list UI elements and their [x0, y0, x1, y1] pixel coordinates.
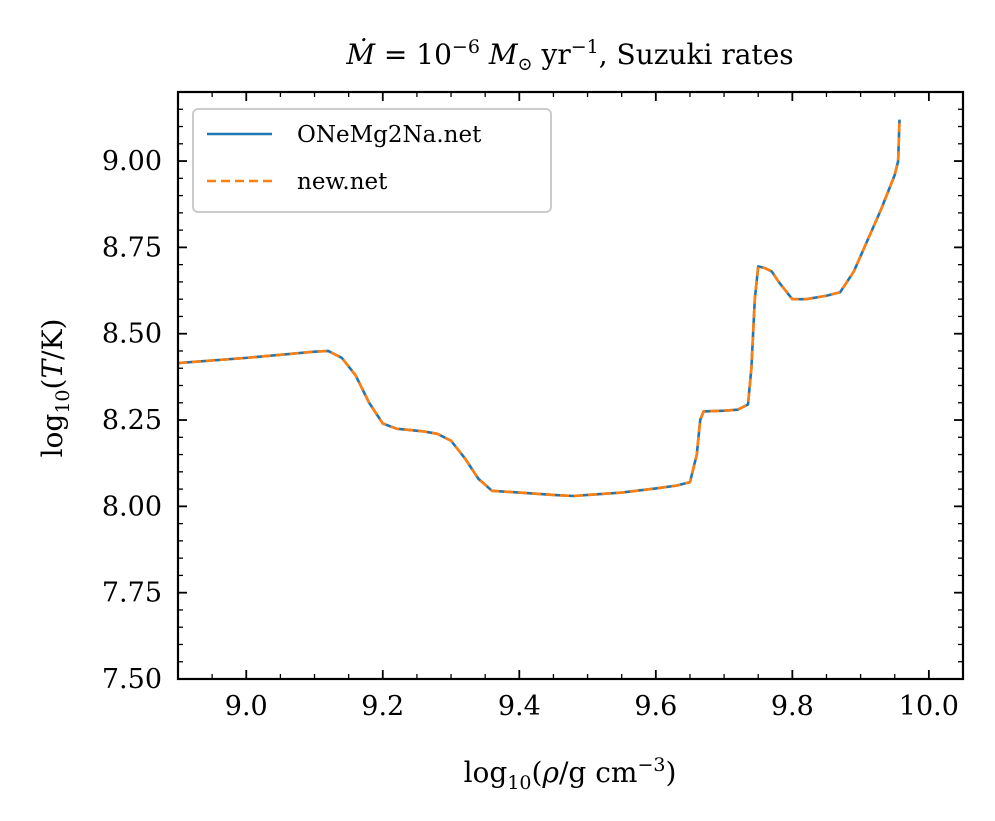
tick-labels: 9.0 9.2 9.4 9.6 9.8 10.0 7.50 7.75 8.00 8.25 8.50 8… [102, 146, 959, 722]
legend-label-onemg2na: ONeMg2Na.net [297, 122, 482, 148]
y-tick-label: 8.00 [102, 491, 162, 522]
chart-title: Ṁ = 10−6 M⊙ yr−1, Suzuki rates [345, 36, 793, 75]
y-tick-label: 8.25 [102, 405, 162, 436]
plot-frame [176, 90, 965, 681]
legend: ONeMg2Na.net new.net [192, 108, 552, 213]
y-axis-label: log10(T/K) [36, 319, 74, 458]
x-tick-label: 10.0 [899, 691, 959, 722]
x-tick-label: 9.2 [361, 691, 404, 722]
legend-box [192, 108, 552, 213]
x-tick-label: 9.0 [225, 691, 268, 722]
series-line-new-net [177, 119, 901, 498]
y-tick-label: 7.50 [102, 664, 162, 695]
legend-label-new-net: new.net [297, 169, 388, 195]
y-tick-label: 9.00 [102, 146, 162, 177]
y-tick-label: 7.75 [102, 578, 162, 609]
series-lines [177, 119, 901, 498]
y-tick-label: 8.50 [102, 319, 162, 350]
x-tick-label: 9.8 [771, 691, 814, 722]
x-tick-label: 9.6 [634, 691, 677, 722]
x-tick-label: 9.4 [498, 691, 541, 722]
y-tick-label: 8.75 [102, 232, 162, 263]
x-axis-label: log10(ρ/g cm−3) [464, 754, 677, 794]
